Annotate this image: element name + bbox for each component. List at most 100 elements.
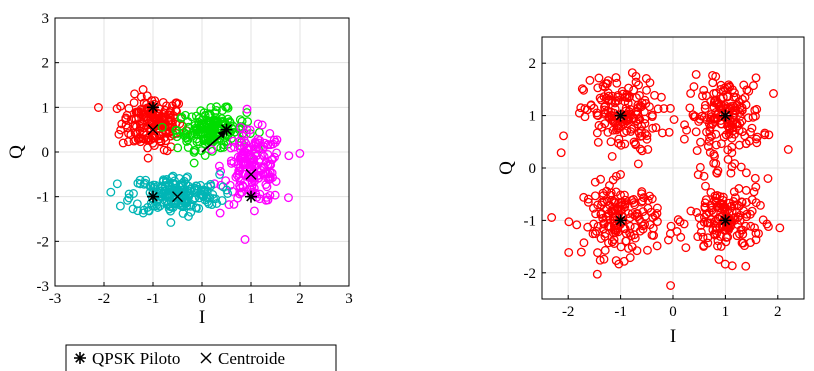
- data-point: [149, 131, 159, 141]
- data-point: [217, 106, 227, 115]
- data-point: [129, 189, 138, 198]
- data-point: [604, 95, 614, 105]
- data-point: [704, 208, 714, 217]
- data-point: [209, 115, 219, 125]
- data-point: [783, 145, 793, 154]
- data-point: [129, 98, 139, 108]
- legend: QPSK Piloto Centroide: [65, 344, 337, 371]
- data-point: [616, 242, 626, 252]
- data-point: [727, 148, 737, 158]
- data-point: [160, 182, 170, 192]
- data-point: [239, 147, 249, 157]
- chart-1: -3 -2 -1 0 1 2 3 -3 -2 -1 0 1 2 3 I Q QPSK Piloto Centroi…: [6, 11, 353, 371]
- data-point: [659, 104, 669, 113]
- data-point: [614, 259, 624, 269]
- data-point: [734, 125, 744, 135]
- data-point: [699, 85, 709, 95]
- pilot-markers: [614, 109, 732, 227]
- data-point: [244, 145, 254, 155]
- data-point: [583, 197, 593, 207]
- y-tick-label: -3: [37, 279, 50, 295]
- data-point: [758, 215, 768, 225]
- data-point: [625, 221, 635, 231]
- data-point: [115, 201, 125, 211]
- y-tick-label: 0: [529, 161, 537, 177]
- data-point: [205, 109, 215, 119]
- x-tick-label: -3: [49, 291, 62, 307]
- data-point: [593, 137, 603, 147]
- data-point: [130, 89, 140, 99]
- y-tick-label: 3: [42, 11, 50, 27]
- data-point: [258, 144, 268, 154]
- data-point: [142, 91, 152, 101]
- data-point: [180, 199, 190, 209]
- data-point: [741, 185, 751, 195]
- data-point: [643, 196, 653, 205]
- data-point: [747, 123, 757, 133]
- data-point: [192, 184, 202, 194]
- data-point: [547, 213, 557, 222]
- cluster-2: [665, 69, 778, 178]
- data-point: [685, 103, 695, 113]
- data-point: [742, 85, 752, 95]
- data-point: [699, 171, 709, 181]
- data-point: [229, 199, 239, 209]
- data-point: [721, 130, 731, 140]
- data-point: [180, 131, 190, 141]
- data-point: [707, 203, 717, 213]
- data-point: [707, 131, 716, 141]
- data-point: [241, 158, 251, 168]
- data-point: [236, 123, 246, 132]
- data-point: [106, 187, 116, 197]
- data-point: [598, 191, 608, 201]
- data-point: [191, 203, 201, 213]
- data-point: [673, 215, 683, 225]
- data-point: [643, 245, 652, 255]
- data-point: [735, 108, 745, 117]
- data-point: [605, 181, 614, 191]
- data-point: [624, 83, 634, 93]
- data-point: [621, 103, 631, 113]
- data-point: [701, 181, 710, 191]
- data-point: [600, 245, 610, 255]
- data-point: [114, 129, 124, 139]
- data-point: [698, 232, 708, 242]
- data-point: [657, 128, 667, 138]
- data-point: [168, 179, 178, 189]
- data-point: [629, 85, 639, 95]
- data-point: [751, 73, 761, 83]
- data-point: [745, 238, 755, 248]
- data-point: [598, 81, 608, 91]
- data-point: [150, 182, 160, 192]
- data-point: [707, 112, 717, 122]
- centroid-marker: [221, 124, 232, 136]
- data-point: [150, 110, 160, 120]
- data-point: [595, 255, 605, 265]
- data-point: [652, 241, 662, 251]
- data-point: [245, 184, 255, 194]
- scatter-noise: [556, 72, 793, 290]
- data-point: [171, 125, 181, 135]
- data-point: [198, 191, 208, 201]
- data-point: [577, 84, 587, 94]
- data-point: [214, 161, 224, 171]
- data-point: [725, 81, 735, 91]
- data-point: [253, 170, 263, 180]
- data-point: [183, 143, 193, 152]
- centroid-marker: [245, 168, 257, 180]
- y-axis-label: Q: [6, 145, 27, 159]
- data-point: [579, 85, 589, 95]
- data-point: [775, 223, 785, 233]
- chart-2: -2 -1 0 1 2 -2 -1 0 1 2 I Q: [496, 36, 805, 347]
- data-point: [706, 187, 716, 197]
- x-tick-label: 1: [247, 291, 255, 307]
- data-point: [211, 194, 220, 204]
- data-point: [619, 256, 629, 266]
- data-point: [223, 103, 233, 113]
- data-point: [156, 136, 166, 146]
- data-point: [647, 194, 657, 204]
- data-point: [726, 101, 736, 111]
- data-point: [637, 189, 646, 199]
- data-point: [218, 182, 228, 192]
- data-point: [247, 182, 257, 191]
